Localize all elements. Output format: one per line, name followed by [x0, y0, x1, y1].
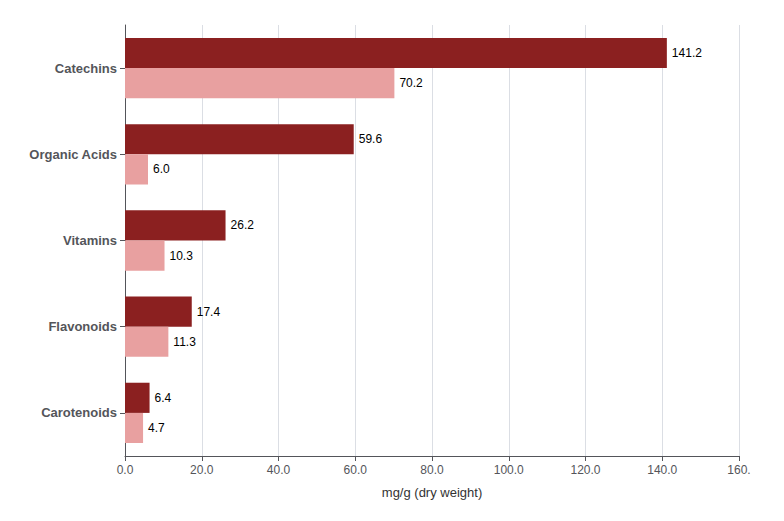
svg-text:10.3: 10.3 — [170, 249, 194, 263]
svg-text:17.4: 17.4 — [197, 305, 221, 319]
svg-text:141.2: 141.2 — [672, 46, 702, 60]
svg-text:Vitamins: Vitamins — [63, 233, 117, 248]
svg-text:20.0: 20.0 — [190, 463, 214, 477]
svg-text:59.6: 59.6 — [359, 132, 383, 146]
svg-text:11.3: 11.3 — [173, 335, 196, 349]
svg-text:26.2: 26.2 — [231, 218, 255, 232]
svg-text:6.0: 6.0 — [153, 162, 170, 176]
svg-text:Organic Acids: Organic Acids — [29, 147, 117, 162]
svg-text:60.0: 60.0 — [344, 463, 368, 477]
svg-text:100.0: 100.0 — [494, 463, 524, 477]
svg-text:6.4: 6.4 — [155, 391, 172, 405]
svg-text:Flavonoids: Flavonoids — [48, 319, 117, 334]
svg-text:Carotenoids: Carotenoids — [41, 405, 117, 420]
svg-text:0.0: 0.0 — [117, 463, 134, 477]
svg-text:160.: 160. — [727, 463, 750, 477]
svg-text:120.0: 120.0 — [570, 463, 600, 477]
svg-text:mg/g (dry weight): mg/g (dry weight) — [382, 485, 482, 500]
svg-text:40.0: 40.0 — [267, 463, 291, 477]
svg-text:Catechins: Catechins — [55, 61, 117, 76]
svg-text:80.0: 80.0 — [420, 463, 444, 477]
svg-text:140.0: 140.0 — [647, 463, 677, 477]
svg-text:70.2: 70.2 — [399, 76, 423, 90]
svg-text:4.7: 4.7 — [148, 421, 165, 435]
